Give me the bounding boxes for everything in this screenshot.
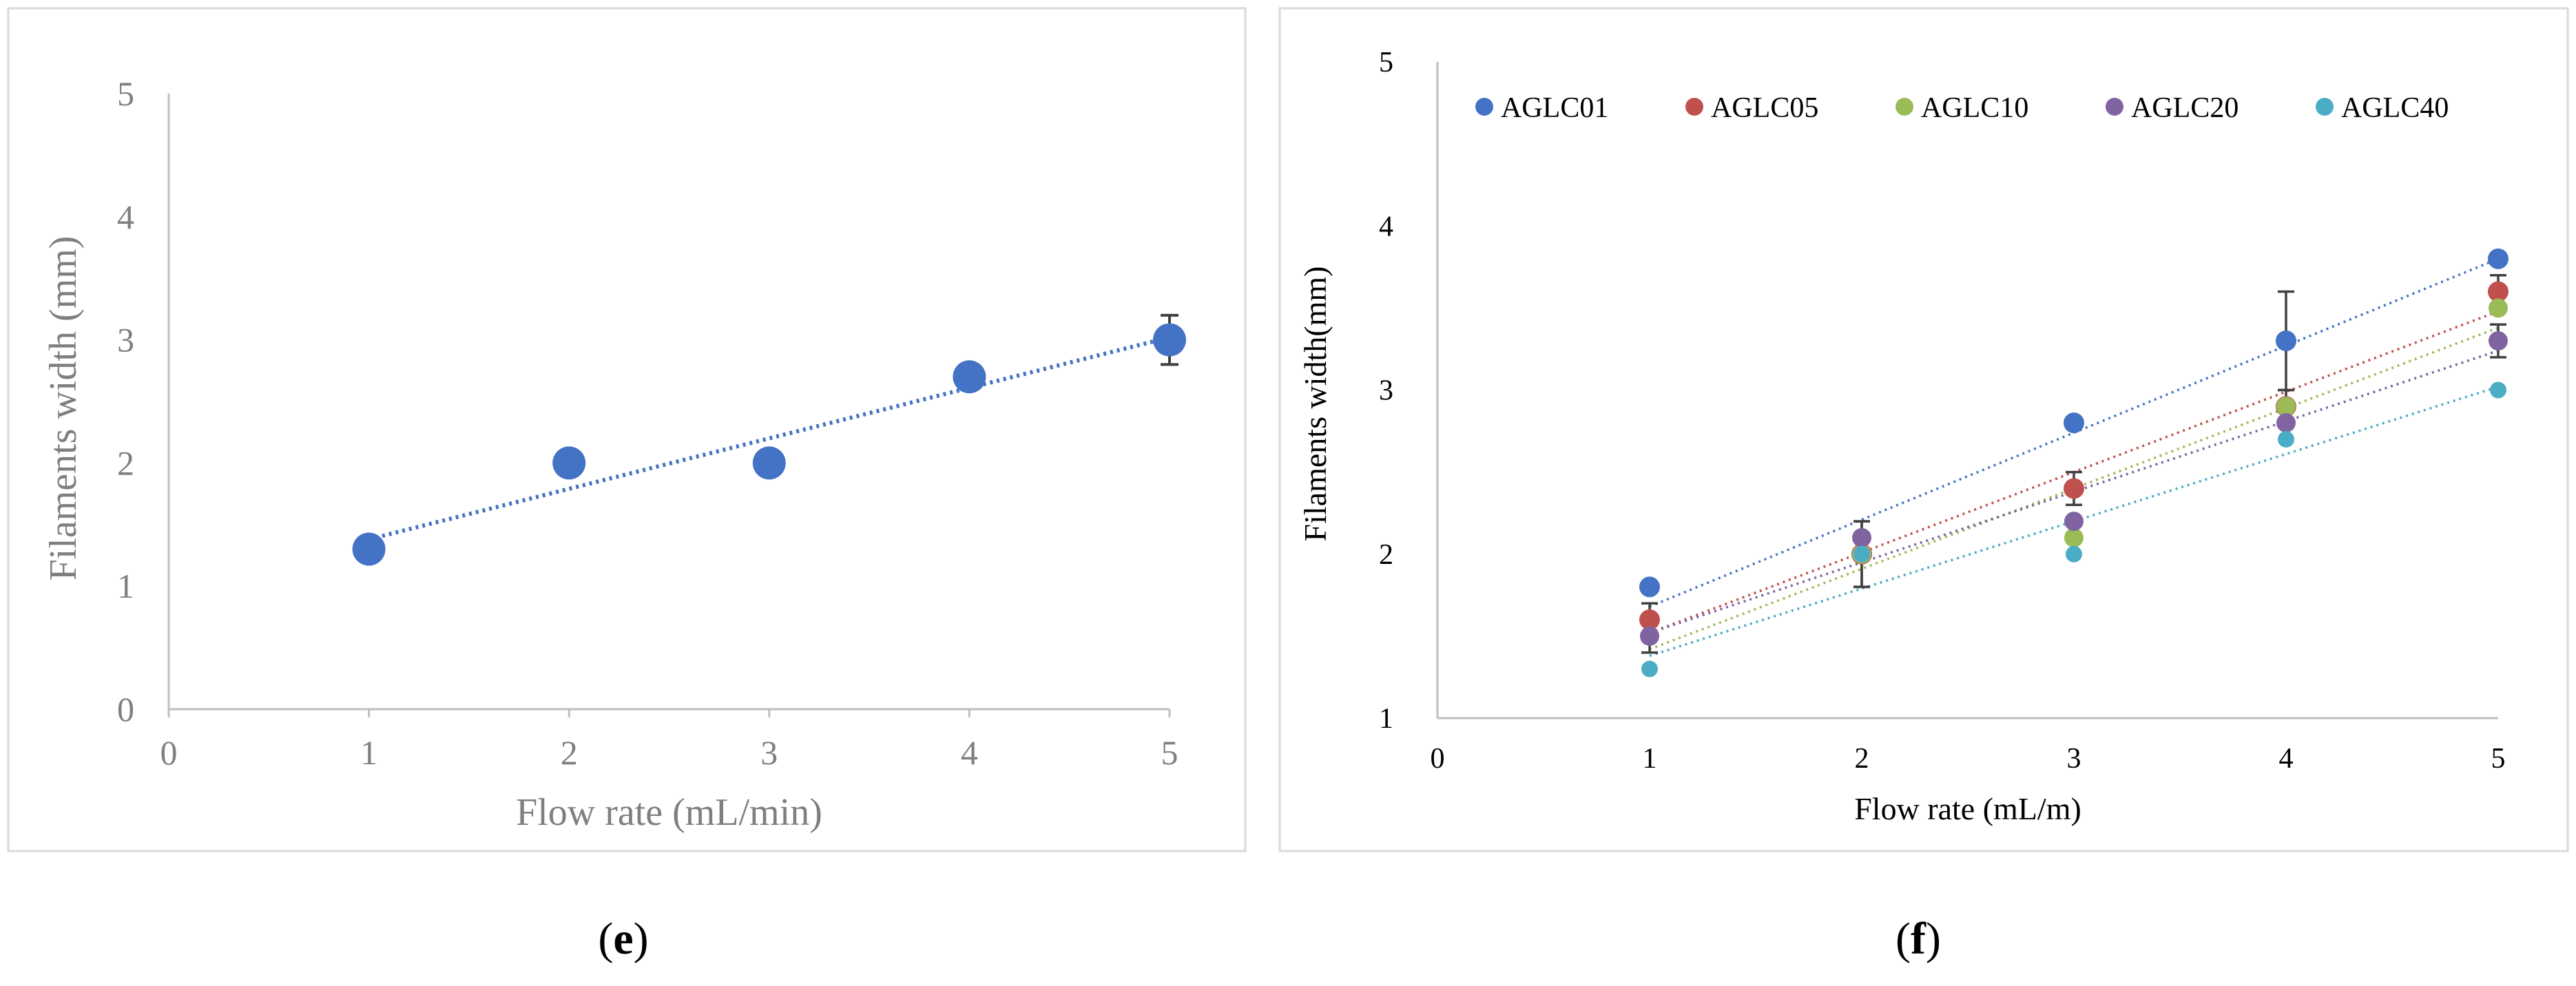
data-point-aglc40 — [2278, 430, 2294, 448]
x-tick-label: 1 — [360, 733, 377, 772]
y-tick-label: 4 — [117, 198, 134, 236]
data-point — [752, 446, 786, 480]
legend-marker — [1685, 98, 1703, 116]
legend-marker — [1475, 98, 1493, 116]
data-point-aglc01 — [2276, 331, 2296, 352]
x-axis-title: Flow rate (mL/m) — [1854, 791, 2081, 826]
data-point-aglc40 — [2490, 381, 2506, 399]
x-tick-label: 4 — [961, 733, 978, 772]
legend-label: AGLC40 — [2341, 92, 2449, 124]
data-point-aglc20 — [2064, 512, 2084, 532]
x-tick-label: 2 — [561, 733, 578, 772]
data-point — [953, 360, 986, 394]
data-point-aglc20 — [1852, 527, 1871, 547]
y-tick-label: 5 — [1379, 47, 1393, 78]
data-point — [552, 446, 586, 480]
data-point-aglc10 — [2064, 527, 2084, 547]
data-point-aglc20 — [2489, 331, 2508, 351]
y-tick-label: 2 — [117, 443, 134, 482]
y-tick-label: 4 — [1379, 211, 1393, 242]
y-tick-label: 2 — [1379, 539, 1393, 571]
legend-item-aglc01: AGLC01 — [1475, 92, 1608, 124]
x-axis-title: Flow rate (mL/min) — [516, 791, 822, 834]
y-tick-label: 3 — [1379, 375, 1393, 407]
data-point-aglc05 — [2488, 281, 2509, 302]
x-tick-label: 5 — [1161, 733, 1178, 772]
legend-label: AGLC05 — [1711, 92, 1818, 124]
data-point-aglc05 — [2064, 478, 2084, 499]
panel-f-chart: 1 2 3 4 5 0 1 2 3 4 5 Flow rate (mL/m) Filaments wid… — [1298, 47, 2509, 826]
data-point-aglc01 — [1639, 576, 1660, 598]
panel-e-frame — [7, 7, 1247, 852]
data-point — [352, 532, 386, 566]
data-point-aglc10 — [2276, 397, 2296, 417]
x-tick-label: 4 — [2279, 743, 2294, 775]
data-point-aglc05 — [1639, 609, 1660, 631]
caption-e: (e) — [598, 914, 648, 964]
y-tick-label: 0 — [117, 690, 134, 728]
data-point — [1153, 323, 1186, 357]
legend-item-aglc10: AGLC10 — [1895, 92, 2028, 124]
data-point-aglc40 — [2066, 545, 2082, 563]
data-point-aglc01 — [2064, 412, 2084, 434]
panel-f-frame — [1278, 7, 2569, 852]
x-tick-label: 3 — [760, 733, 778, 772]
legend-marker — [2316, 98, 2334, 116]
legend-marker — [2106, 98, 2123, 116]
y-tick-label: 3 — [117, 321, 134, 359]
x-tick-label: 1 — [1643, 743, 1657, 775]
y-axis-title: Filaments width (mm) — [42, 236, 85, 581]
data-point-aglc40 — [1641, 660, 1658, 678]
legend-label: AGLC10 — [1921, 92, 2028, 124]
legend-label: AGLC20 — [2131, 92, 2239, 124]
legend-item-aglc20: AGLC20 — [2106, 92, 2239, 124]
data-point-aglc10 — [2489, 298, 2508, 318]
x-tick-label: 0 — [160, 733, 178, 772]
legend-label: AGLC01 — [1501, 92, 1608, 124]
x-tick-label: 2 — [1855, 743, 1869, 775]
trendline-aglc01 — [1649, 258, 2499, 608]
y-axis-title: Filaments width(mm) — [1298, 266, 1333, 542]
panel-e-chart: 0 1 2 3 4 5 0 1 2 3 4 5 Flow rate (mL/min) Filaments … — [42, 74, 1186, 834]
caption-f: (f) — [1895, 914, 1941, 964]
legend-item-aglc05: AGLC05 — [1685, 92, 1818, 124]
data-point-aglc20 — [2276, 413, 2296, 433]
legend-marker — [1895, 98, 1913, 116]
data-point-aglc01 — [2488, 248, 2509, 269]
y-tick-label: 5 — [117, 74, 134, 113]
x-tick-label: 3 — [2067, 743, 2081, 775]
x-tick-label: 5 — [2491, 743, 2506, 775]
data-point-aglc40 — [1853, 545, 1870, 563]
data-point-aglc20 — [1640, 626, 1659, 646]
legend-item-aglc40: AGLC40 — [2316, 92, 2449, 124]
y-tick-label: 1 — [1379, 703, 1393, 735]
y-tick-label: 1 — [117, 567, 134, 605]
x-tick-label: 0 — [1431, 743, 1445, 775]
